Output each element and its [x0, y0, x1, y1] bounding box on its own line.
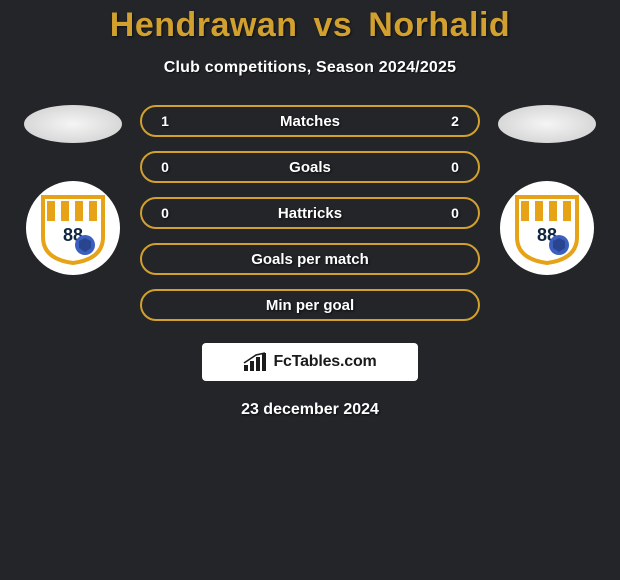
- page-title: Hendrawan vs Norhalid: [0, 0, 620, 45]
- player1-name: Hendrawan: [110, 6, 298, 44]
- stat-row-matches: 1 Matches 2: [140, 105, 480, 137]
- stat-left-value: 1: [156, 113, 174, 129]
- stat-label: Matches: [280, 113, 340, 130]
- stat-row-goals-per-match: Goals per match: [140, 243, 480, 275]
- stat-row-goals: 0 Goals 0: [140, 151, 480, 183]
- stat-right-value: 2: [446, 113, 464, 129]
- stat-left-value: 0: [156, 159, 174, 175]
- left-side: 88: [24, 105, 122, 275]
- stat-row-hattricks: 0 Hattricks 0: [140, 197, 480, 229]
- stat-right-value: 0: [446, 205, 464, 221]
- date-label: 23 december 2024: [0, 401, 620, 419]
- player2-avatar-placeholder: [498, 105, 596, 143]
- player2-club-badge: 88: [500, 181, 594, 275]
- comparison-layout: 88 1 Matches 2 0 Goals 0 0 Hattricks 0 G…: [0, 105, 620, 321]
- stat-label: Hattricks: [278, 205, 342, 222]
- banner-text: FcTables.com: [273, 353, 376, 371]
- stat-right-value: 0: [446, 159, 464, 175]
- stat-row-min-per-goal: Min per goal: [140, 289, 480, 321]
- club-shield-icon: 88: [513, 191, 581, 265]
- player1-avatar-placeholder: [24, 105, 122, 143]
- club-shield-icon: 88: [39, 191, 107, 265]
- player2-name: Norhalid: [368, 6, 510, 44]
- bar-chart-icon: [243, 352, 269, 372]
- stat-left-value: 0: [156, 205, 174, 221]
- stats-column: 1 Matches 2 0 Goals 0 0 Hattricks 0 Goal…: [140, 105, 480, 321]
- vs-label: vs: [308, 6, 359, 44]
- stat-label: Goals per match: [251, 251, 369, 268]
- stat-label: Goals: [289, 159, 331, 176]
- subtitle: Club competitions, Season 2024/2025: [0, 59, 620, 77]
- fctables-banner[interactable]: FcTables.com: [202, 343, 418, 381]
- right-side: 88: [498, 105, 596, 275]
- player1-club-badge: 88: [26, 181, 120, 275]
- stat-label: Min per goal: [266, 297, 354, 314]
